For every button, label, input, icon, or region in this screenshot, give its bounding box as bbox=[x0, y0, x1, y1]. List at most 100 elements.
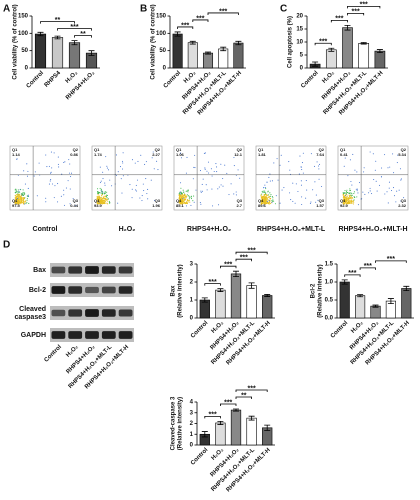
flow-dot bbox=[352, 203, 354, 205]
flow-dot bbox=[72, 198, 74, 200]
flow-dot bbox=[389, 166, 391, 168]
flow-dot bbox=[107, 203, 109, 205]
flow-dot bbox=[269, 192, 271, 194]
flow-dot bbox=[102, 192, 104, 195]
flow-dot bbox=[277, 179, 279, 181]
flow-dot bbox=[301, 168, 303, 171]
significance-bracket bbox=[375, 260, 407, 263]
flow-dot bbox=[53, 152, 55, 154]
flow-dot bbox=[228, 193, 230, 196]
flow-dot bbox=[179, 193, 181, 195]
flow-dot bbox=[117, 202, 119, 204]
flow-dot bbox=[19, 201, 21, 203]
y-tick-label: 0 bbox=[25, 66, 29, 72]
y-tick-label: 2 bbox=[190, 421, 194, 427]
flow-dot bbox=[180, 187, 182, 189]
flow-dot bbox=[100, 200, 102, 203]
flow-dot bbox=[343, 196, 345, 199]
flow-dot bbox=[345, 191, 348, 193]
flow-dot bbox=[260, 195, 262, 197]
flow-dot bbox=[186, 156, 188, 159]
flow-dot bbox=[100, 190, 102, 192]
flow-dot bbox=[192, 178, 194, 180]
bar bbox=[51, 37, 64, 69]
bar bbox=[215, 289, 226, 319]
flow-dot bbox=[262, 202, 264, 204]
flow-dot bbox=[390, 189, 393, 192]
y-tick-label: 4 bbox=[190, 400, 194, 406]
flow-dot bbox=[21, 197, 23, 199]
flow-dot bbox=[102, 171, 104, 173]
flow-dot bbox=[233, 193, 235, 195]
flow-dot bbox=[181, 197, 183, 199]
flow-dot bbox=[97, 194, 99, 196]
bar bbox=[68, 42, 81, 69]
error-bar bbox=[217, 288, 224, 292]
flow-dot bbox=[357, 192, 359, 194]
quadrant-name: Q2 bbox=[73, 147, 79, 152]
quadrant-value: 97.5 bbox=[12, 203, 21, 208]
flow-dot bbox=[186, 199, 189, 202]
flow-dot bbox=[63, 194, 65, 196]
y-tick-label: 0.5 bbox=[325, 298, 334, 304]
blot-band bbox=[101, 266, 116, 274]
flow-dot bbox=[104, 191, 106, 193]
flow-dot bbox=[178, 197, 180, 199]
flow-dot bbox=[292, 200, 294, 202]
quadrant-name: Q3 bbox=[401, 198, 407, 203]
flow-dot bbox=[142, 183, 144, 185]
flow-dot bbox=[98, 201, 100, 203]
flow-dot bbox=[353, 191, 355, 193]
flow-dot bbox=[23, 198, 26, 200]
significance-bracket bbox=[220, 265, 237, 269]
flow-dot bbox=[350, 194, 352, 196]
blot-band bbox=[51, 266, 66, 274]
flow-dot bbox=[200, 190, 202, 192]
flow-dot bbox=[24, 203, 26, 205]
flow-dot bbox=[180, 196, 182, 198]
flow-dot bbox=[28, 202, 30, 205]
flow-dot bbox=[56, 201, 59, 203]
flow-dot bbox=[67, 180, 69, 182]
flow-dot bbox=[380, 176, 383, 178]
flow-dot bbox=[16, 198, 18, 200]
flow-dot bbox=[306, 189, 308, 191]
flow-dot bbox=[369, 187, 371, 189]
flow-dot bbox=[15, 198, 17, 201]
flow-dot bbox=[189, 201, 191, 203]
flow-dot bbox=[300, 180, 302, 182]
flow-dot bbox=[183, 197, 185, 199]
flow-plot-frame bbox=[337, 145, 409, 211]
flow-dot bbox=[347, 197, 349, 199]
significance-bracket bbox=[330, 19, 348, 23]
quadrant-value: 1.96 bbox=[152, 203, 161, 208]
flow-dot bbox=[354, 169, 356, 171]
flow-dot bbox=[57, 183, 59, 185]
blot-band bbox=[68, 266, 83, 274]
flow-dot bbox=[98, 200, 100, 202]
flow-dot bbox=[184, 194, 186, 197]
bar bbox=[325, 49, 337, 69]
flow-dot bbox=[22, 189, 24, 191]
quadrant-name: Q2 bbox=[237, 147, 243, 152]
flow-dot bbox=[264, 196, 267, 199]
flow-dot bbox=[204, 167, 206, 169]
bar bbox=[401, 288, 412, 319]
flow-dot bbox=[109, 202, 111, 204]
quadrant-name: Q1 bbox=[94, 147, 100, 152]
flow-dot bbox=[152, 151, 154, 153]
bar bbox=[34, 33, 47, 69]
flow-dot bbox=[369, 151, 371, 153]
y-tick-label: 50 bbox=[159, 48, 166, 54]
flow-dot bbox=[261, 196, 263, 198]
flow-dot bbox=[182, 202, 184, 204]
flow-dot bbox=[199, 170, 202, 172]
flow-dot bbox=[388, 181, 391, 183]
flow-dot bbox=[26, 198, 28, 200]
flow-dot bbox=[395, 201, 397, 203]
significance-bracket bbox=[359, 267, 376, 270]
flow-dot bbox=[386, 191, 388, 193]
flow-dot bbox=[17, 200, 19, 202]
flow-dot bbox=[263, 196, 265, 198]
flow-dot bbox=[26, 163, 28, 165]
